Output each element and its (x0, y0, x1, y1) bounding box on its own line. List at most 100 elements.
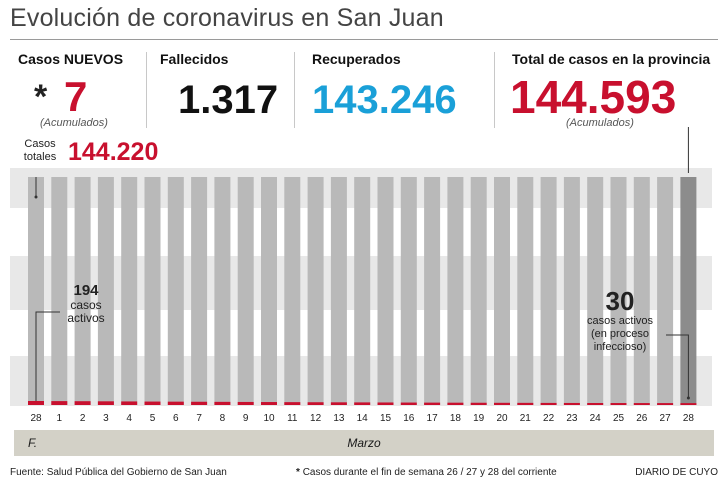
active-bar (51, 401, 68, 405)
total-bar (540, 177, 557, 405)
new-cases-label: Casos NUEVOS (18, 51, 124, 67)
recovered-value: 143.246 (312, 78, 457, 122)
total-bar (517, 177, 534, 405)
x-tick-label: 19 (473, 413, 485, 424)
active-bar (144, 401, 161, 405)
active-bar (470, 402, 487, 405)
x-tick-label: 15 (380, 413, 392, 424)
x-tick-label: 5 (150, 413, 156, 424)
active-bar (261, 402, 277, 405)
total-bar (74, 177, 91, 405)
end-active-annotation: 30 casos activos (en proceso infeccioso) (574, 287, 666, 354)
active-bar (610, 403, 627, 405)
end-active-leader (666, 334, 689, 398)
x-tick-label: 24 (590, 413, 602, 424)
new-cases-value: 7 (64, 73, 88, 120)
active-bar (354, 402, 371, 405)
active-bar (330, 402, 347, 405)
total-bar (633, 177, 650, 405)
total-bar (447, 177, 464, 405)
total-bar (330, 177, 347, 405)
total-bar (261, 177, 277, 405)
total-bar (563, 177, 580, 405)
separator (494, 52, 495, 128)
total-bar (680, 177, 697, 405)
active-bar (563, 402, 580, 405)
x-tick-label: 4 (126, 413, 132, 424)
footnote: * Casos durante el fin de semana 26 / 27… (296, 467, 557, 478)
active-bar (680, 403, 697, 405)
x-tick-label: 28 (683, 413, 695, 424)
active-bar (587, 402, 604, 405)
total-bar (97, 177, 114, 405)
total-bar (167, 177, 184, 405)
x-tick-label: 16 (403, 413, 415, 424)
active-bar (167, 401, 184, 405)
total-bar (587, 177, 604, 405)
x-tick-label: 25 (613, 413, 625, 424)
x-tick-label: 17 (427, 413, 439, 424)
active-bar (214, 401, 231, 405)
total-bar (470, 177, 487, 405)
start-total-label: Casos totales (23, 138, 57, 163)
active-bar (97, 401, 114, 405)
footnote-text: Casos durante el fin de semana 26 / 27 y… (302, 467, 557, 478)
x-tick-label: 10 (263, 413, 275, 424)
separator (146, 52, 147, 128)
total-bar (28, 177, 44, 405)
x-tick-label: 9 (243, 413, 249, 424)
active-bar (517, 402, 534, 405)
x-tick-label: 18 (450, 413, 462, 424)
active-bar (633, 403, 650, 405)
active-bar (237, 401, 254, 405)
total-sub: (Acumulados) (566, 117, 634, 129)
total-bar (377, 177, 394, 405)
page-title: Evolución de coronavirus en San Juan (10, 4, 444, 32)
source-text: Fuente: Salud Pública del Gobierno de Sa… (10, 467, 227, 478)
x-tick-label: 26 (636, 413, 648, 424)
active-bar (424, 402, 441, 405)
x-tick-label: 23 (566, 413, 578, 424)
end-active-note: (en proceso infeccioso) (590, 328, 650, 353)
active-bar (540, 402, 557, 405)
x-tick-label: 6 (173, 413, 179, 424)
start-active-leader (35, 311, 60, 401)
active-bar (121, 401, 138, 405)
end-active-label: casos activos (586, 315, 654, 327)
start-total-value: 144.220 (68, 138, 159, 166)
total-bar (610, 177, 627, 405)
new-cases-sub: (Acumulados) (40, 117, 108, 129)
active-bar (447, 402, 464, 405)
x-tick-label: 14 (357, 413, 369, 424)
new-cases-asterisk: * (34, 78, 48, 116)
total-bar (354, 177, 371, 405)
x-tick-label: 20 (496, 413, 508, 424)
x-tick-label: 7 (196, 413, 202, 424)
active-bar (400, 402, 417, 405)
end-active-leader-dot (686, 396, 690, 400)
start-active-label: casos activos (67, 298, 105, 325)
start-active-annotation: 194 casos activos (58, 282, 114, 325)
brand-text: DIARIO DE CUYO (635, 467, 718, 478)
x-tick-label: 21 (520, 413, 532, 424)
total-bar (494, 177, 510, 405)
total-bar (191, 177, 208, 405)
title-divider (10, 39, 718, 40)
x-tick-label: 1 (57, 413, 63, 424)
total-bar (214, 177, 231, 405)
total-bar (307, 177, 324, 405)
total-bar (144, 177, 161, 405)
month-bar: F. Marzo (14, 430, 714, 456)
end-active-number: 30 (605, 286, 635, 316)
start-total-leader-dot (34, 195, 38, 199)
total-bar (657, 177, 674, 405)
total-value: 144.593 (510, 71, 677, 123)
active-bar (191, 401, 208, 405)
total-bar (51, 177, 68, 405)
x-tick-label: 3 (103, 413, 109, 424)
x-tick-label: 12 (310, 413, 322, 424)
month-prefix: F. (28, 436, 38, 450)
total-bar (424, 177, 441, 405)
active-bar (494, 402, 510, 405)
